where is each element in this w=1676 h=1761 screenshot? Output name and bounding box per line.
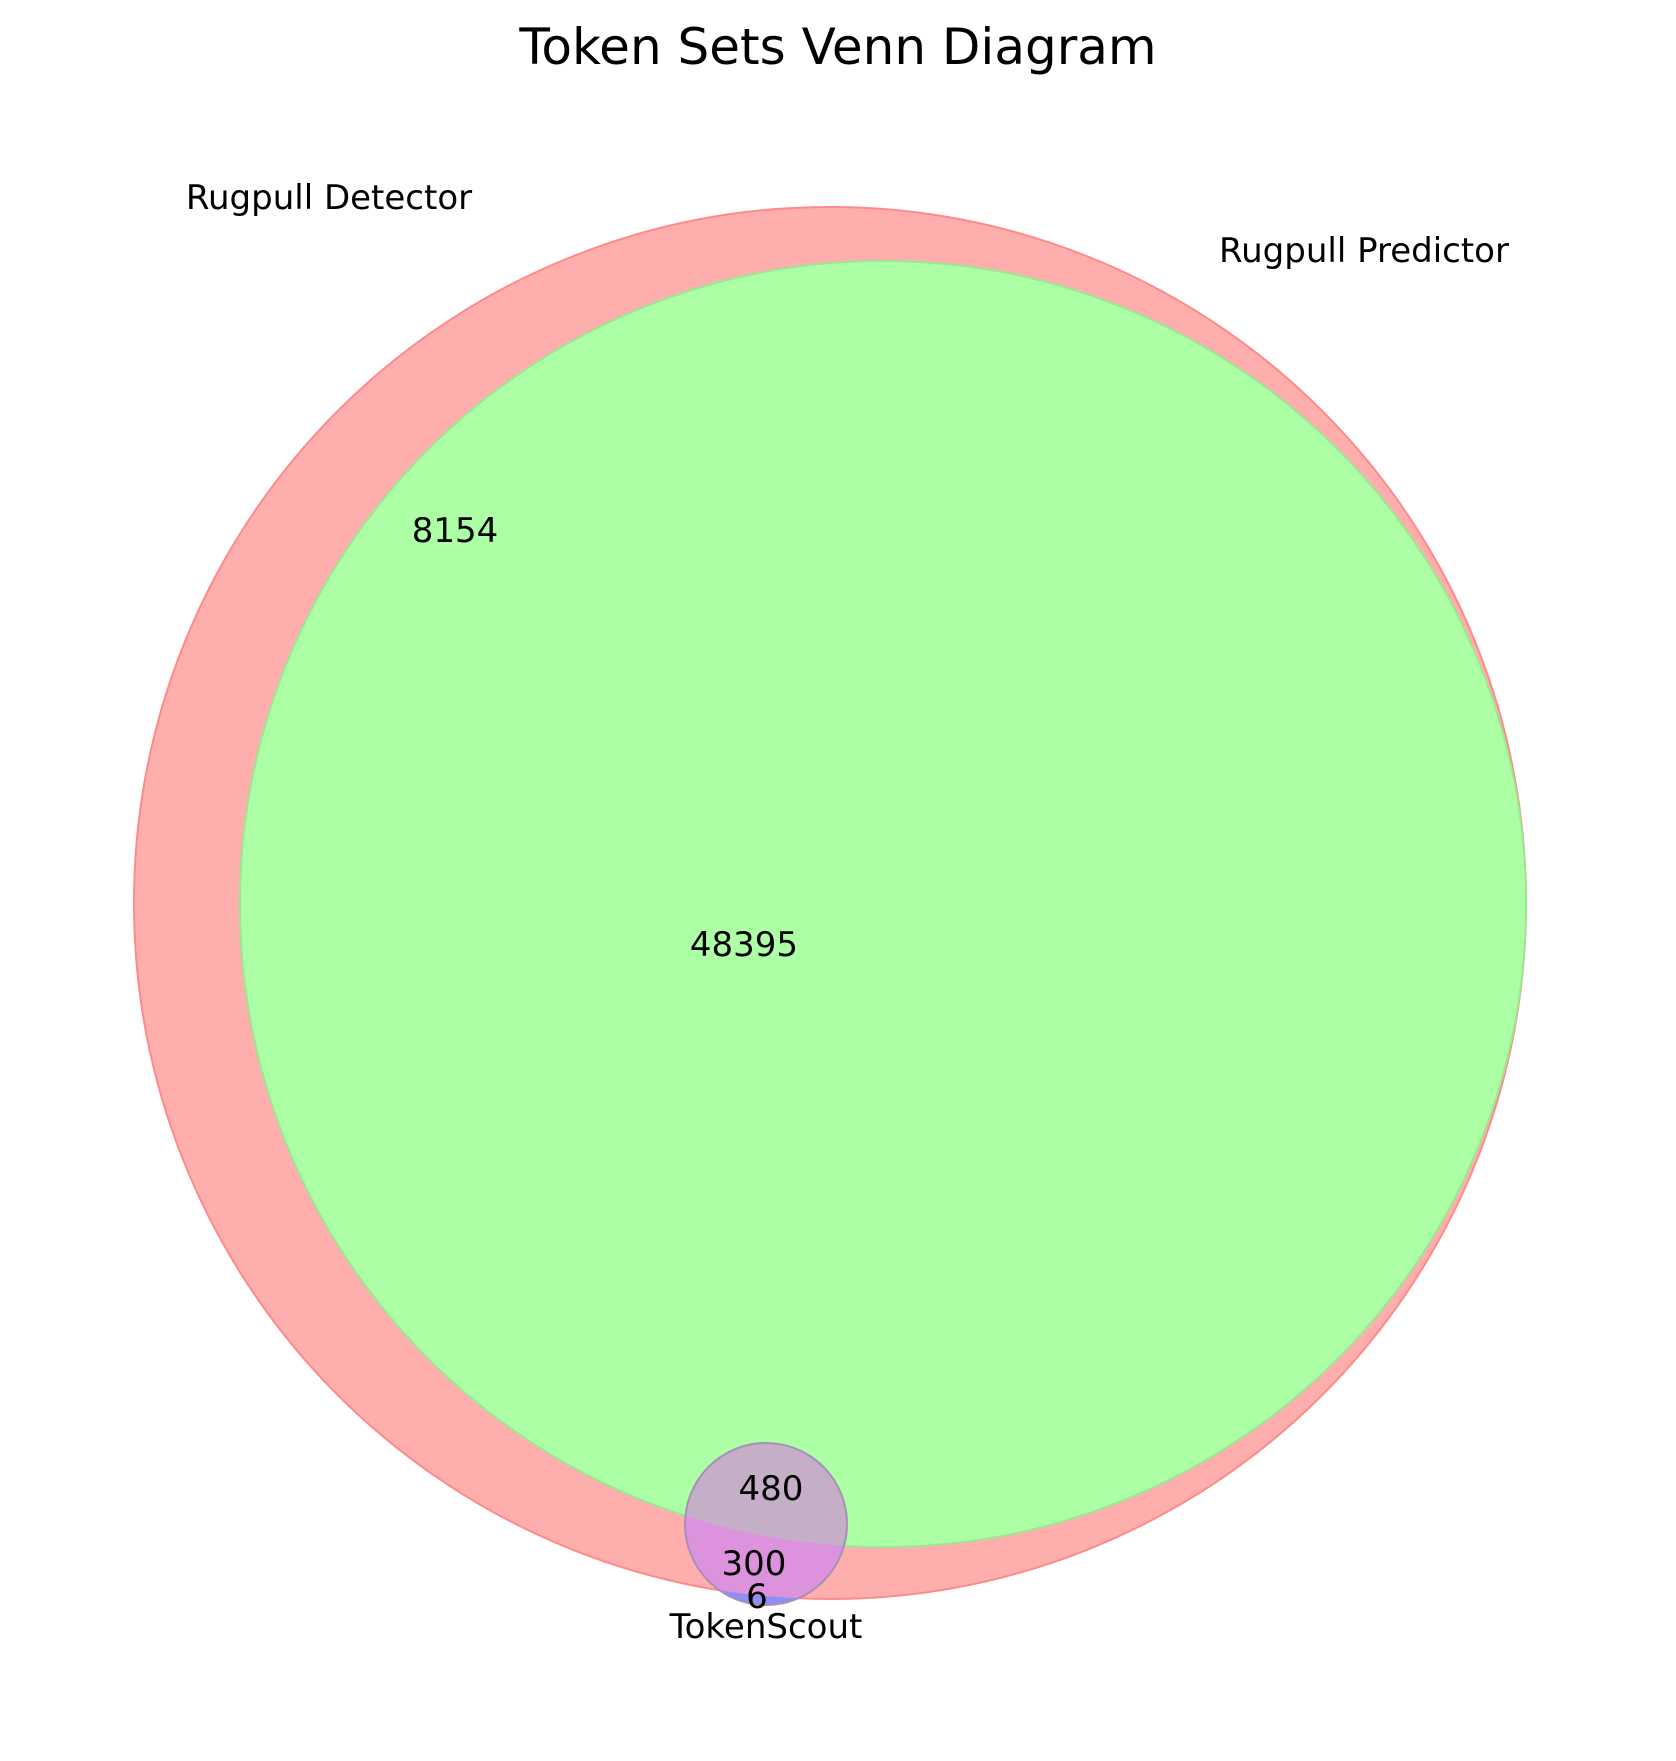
tokenscout-outline bbox=[684, 1442, 848, 1606]
count-c-only: 6 bbox=[746, 1577, 768, 1617]
diagram-title: Token Sets Venn Diagram bbox=[518, 18, 1156, 76]
region-a-b-c bbox=[685, 1443, 847, 1547]
set-label-rugpull-detector: Rugpull Detector bbox=[186, 178, 472, 218]
count-a-only: 8154 bbox=[412, 511, 499, 551]
count-a-and-c: 300 bbox=[722, 1544, 787, 1584]
set-label-rugpull-predictor: Rugpull Predictor bbox=[1219, 231, 1509, 271]
count-a-and-b: 48395 bbox=[690, 925, 798, 965]
set-circle-tokenscout bbox=[684, 1442, 848, 1606]
count-a-b-c: 480 bbox=[739, 1469, 804, 1509]
set-label-tokenscout: TokenScout bbox=[669, 1607, 863, 1647]
set-circle-rugpull-predictor bbox=[239, 260, 1527, 1548]
